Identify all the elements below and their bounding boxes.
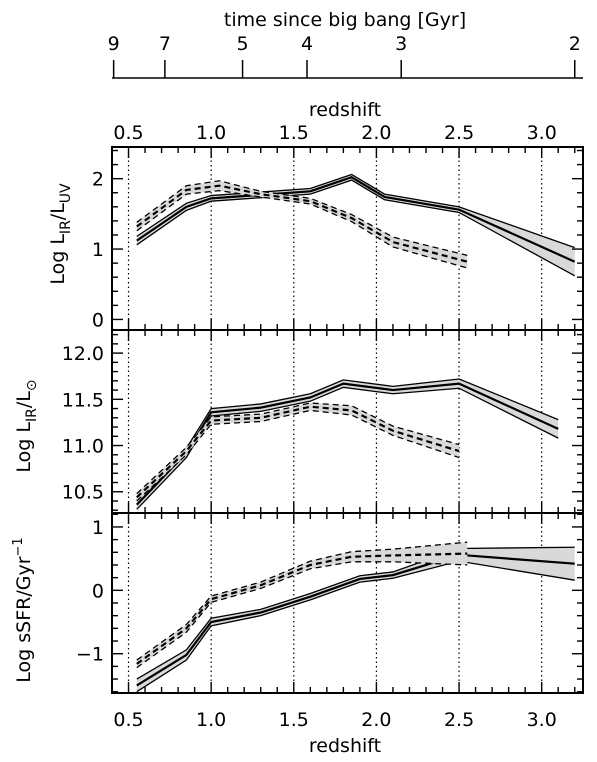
ylabel-bottom: Log sSFR/Gyr−1 [11,537,35,682]
dashed-series-band [136,180,468,269]
time-tick-label: 4 [301,33,313,55]
y-tick-label: 11.0 [62,436,104,458]
time-tick-label: 3 [395,33,407,55]
dashed-series-line [136,552,468,665]
y-tick-label: −1 [76,644,104,666]
solid-series-envelope [136,560,575,693]
redshift-tick-label-bottom: 2.5 [444,709,474,731]
solid-series-band [136,174,575,276]
redshift-label-bottom: redshift [309,735,381,757]
time-tick-label: 7 [159,33,171,55]
dashed-series-band [136,542,468,668]
solid-series-line [136,553,575,687]
redshift-tick-label-bottom: 1.0 [196,709,226,731]
panel-specific-sfr: −1 0 1 [76,512,584,694]
redshift-tick-label-top: 1.0 [196,122,226,144]
redshift-tick-label-bottom: 3.0 [527,709,557,731]
redshift-tick-label-bottom: 2.0 [361,709,391,731]
panel-plot-area [127,147,576,330]
solid-series-envelope [136,173,575,249]
y-tick-label: 0 [92,580,104,602]
ylabel-top: Log LIR/LUV [47,183,74,285]
dashed-series-envelope [136,189,468,269]
time-axis-label: time since big bang [Gyr] [224,9,466,31]
redshift-tick-label-top: 1.5 [279,122,309,144]
redshift-tick-label-top: 2.5 [444,122,474,144]
panel-frame [111,329,584,514]
time-tick-label: 5 [237,33,249,55]
panel-frame [111,512,584,694]
y-tick-label: 2 [92,169,104,191]
ylabel-middle: Log LIR/L⊙ [13,379,40,472]
y-tick-label: 1 [92,517,104,539]
solid-series-envelope [136,378,559,501]
y-tick-label: 0 [92,309,104,331]
redshift-tick-labels-top: 0.5 1.0 1.5 2.0 2.5 3.0 [113,122,556,144]
dashed-series-envelope [136,409,460,502]
dashed-series-envelope [136,541,468,661]
dashed-series-band [136,403,460,501]
solid-series-envelope [136,179,576,277]
redshift-tick-label-top: 0.5 [113,122,143,144]
time-tick-label: 2 [569,33,581,55]
y-tick-label: 12.0 [62,343,104,365]
redshift-tick-label-bottom: 0.5 [113,709,143,731]
y-tick-label: 1 [92,239,104,261]
dashed-series-envelope [136,402,460,495]
panel-plot-area [127,513,575,693]
redshift-label-top: redshift [309,99,381,121]
redshift-tick-label-top: 3.0 [527,122,557,144]
redshift-tick-label-bottom: 1.5 [279,709,309,731]
time-ticks: 9 7 5 4 3 2 [108,33,581,78]
y-tick-label: 10.5 [62,482,104,504]
time-tick-label: 9 [108,33,120,55]
y-tick-label: 11.5 [62,389,104,411]
panel-ir-luminosity: 10.5 11.0 11.5 12.0 [62,329,584,514]
dashed-series-line [136,405,460,499]
dashed-series-line [136,184,468,263]
redshift-tick-labels-bottom: 0.5 1.0 1.5 2.0 2.5 3.0 [113,709,556,731]
time-axis: time since big bang [Gyr] 9 7 5 4 3 2 [108,9,583,79]
dashed-series-envelope [136,561,468,669]
redshift-tick-label-top: 2.0 [361,122,391,144]
dashed-series-envelope [136,180,468,257]
panel-plot-area [127,330,559,513]
panel-ir-uv-ratio: 0 1 2 [92,146,584,331]
solid-series-band [136,378,559,510]
solid-series-line [136,176,576,263]
